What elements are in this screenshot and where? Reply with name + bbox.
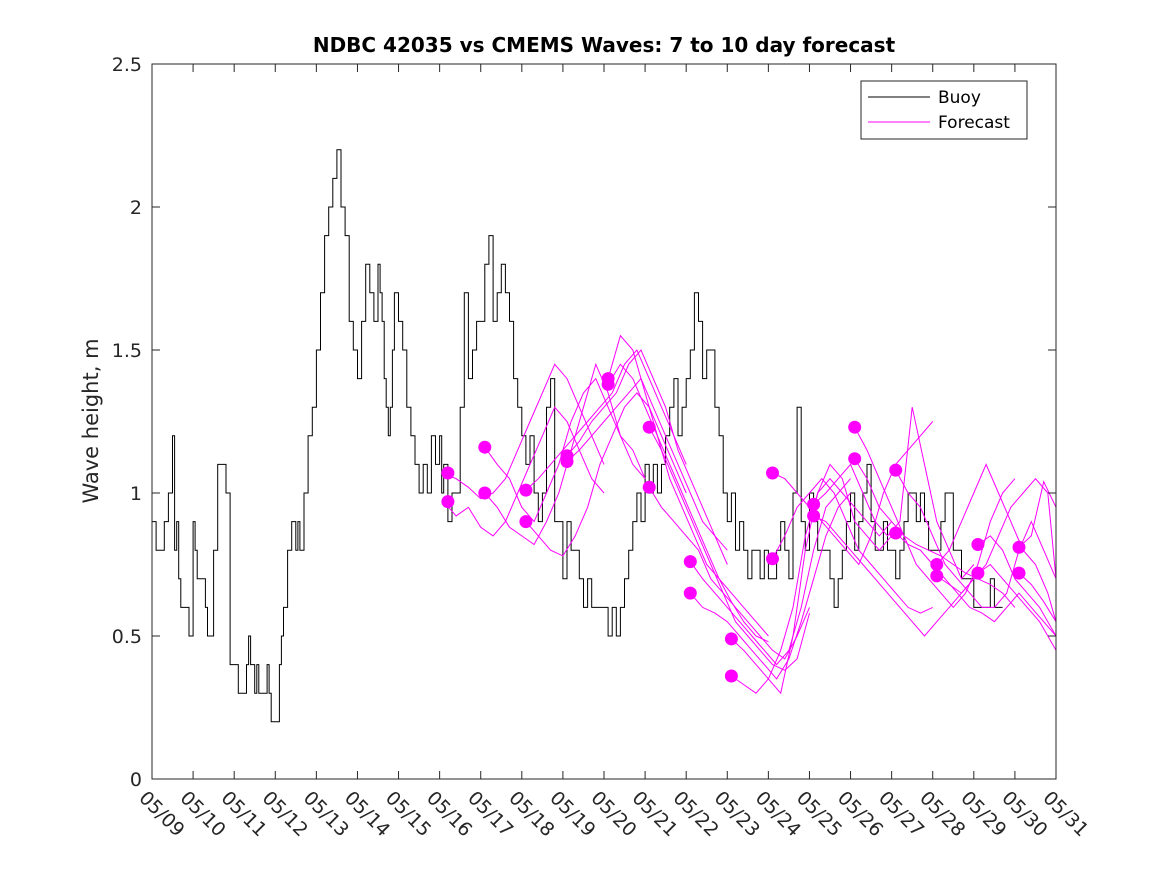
forecast-marker (724, 632, 738, 646)
x-tick-label: 05/29 (956, 787, 1010, 841)
forecast-marker (441, 466, 455, 480)
forecast-marker (971, 566, 985, 580)
y-tick-label: 0.5 (112, 626, 142, 648)
y-tick-label: 2 (130, 197, 142, 219)
forecast-line (443, 363, 605, 500)
forecast-marker (889, 526, 903, 540)
forecast-line (936, 463, 1056, 622)
x-tick-label: 05/24 (751, 787, 805, 841)
forecast-line (854, 426, 1016, 609)
forecast-marker (766, 466, 779, 480)
x-tick-label: 05/25 (792, 787, 846, 841)
x-tick-label: 05/11 (217, 787, 271, 841)
forecast-line (689, 492, 851, 680)
forecast-markers (441, 372, 1026, 683)
x-axis: 05/0905/1005/1105/1205/1305/1405/1505/16… (134, 64, 1093, 841)
x-tick-label: 05/27 (874, 787, 928, 841)
x-tick-label: 05/22 (669, 787, 723, 841)
x-tick-label: 05/21 (628, 787, 682, 841)
x-tick-label: 05/16 (422, 787, 476, 841)
forecast-marker (519, 483, 533, 497)
x-tick-label: 05/09 (134, 787, 188, 841)
x-tick-label: 05/12 (258, 787, 312, 841)
x-tick-label: 05/14 (340, 787, 394, 841)
forecast-line (854, 458, 1016, 608)
x-tick-label: 05/30 (997, 787, 1051, 841)
forecast-marker (807, 497, 821, 511)
forecast-line (484, 377, 646, 523)
y-axis-label: Wave height, m (79, 338, 103, 503)
y-tick-label: 1.5 (112, 340, 142, 362)
forecast-marker (724, 669, 738, 683)
forecast-line (566, 377, 728, 565)
forecast-line (443, 406, 605, 537)
legend: Buoy Forecast (860, 80, 1028, 140)
forecast-marker (971, 538, 985, 551)
x-tick-label: 05/19 (545, 787, 599, 841)
forecast-marker (683, 555, 697, 569)
x-tick-label: 05/13 (299, 787, 353, 841)
y-tick-label: 0 (130, 769, 142, 791)
forecast-line (525, 392, 687, 557)
forecast-marker (807, 509, 821, 523)
x-tick-label: 05/20 (586, 787, 640, 841)
x-tick-label: 05/17 (463, 787, 517, 841)
forecast-line (525, 349, 687, 491)
forecast-marker (1012, 540, 1026, 554)
forecast-marker (1012, 566, 1026, 580)
forecast-line (772, 421, 934, 566)
forecast-line (772, 477, 933, 614)
buoy-series (152, 149, 1003, 723)
forecast-marker (519, 515, 533, 529)
forecast-line (813, 515, 975, 637)
x-tick-label: 05/18 (504, 787, 558, 841)
y-tick-label: 2.5 (112, 54, 142, 76)
forecast-marker (642, 480, 656, 494)
forecast-marker (766, 552, 779, 566)
forecast-line (689, 478, 851, 666)
legend-forecast-label: Forecast (938, 113, 1010, 133)
forecast-marker (848, 420, 862, 434)
x-tick-label: 05/28 (915, 787, 969, 841)
forecast-line (977, 535, 1056, 637)
legend-buoy-label: Buoy (938, 88, 981, 108)
forecast-line (936, 477, 1056, 594)
forecast-line (977, 563, 1056, 651)
forecast-line (895, 469, 1056, 608)
y-axis: 0 0.5 1 1.5 2 2.5 (112, 54, 1056, 791)
forecast-line (1018, 572, 1056, 622)
forecast-marker (601, 377, 615, 391)
forecast-marker (478, 486, 492, 500)
x-tick-label: 05/15 (381, 787, 435, 841)
buoy-line (152, 149, 1003, 723)
forecast-marker (642, 420, 656, 434)
forecast-line (1018, 480, 1056, 548)
legend-box (860, 80, 1028, 140)
x-tick-label: 05/23 (710, 787, 764, 841)
forecast-marker (478, 440, 492, 454)
forecast-marker (930, 569, 944, 583)
forecast-series-group (443, 334, 1056, 695)
forecast-marker (560, 455, 574, 468)
forecast-line (607, 334, 769, 637)
chart-title: NDBC 42035 vs CMEMS Waves: 7 to 10 day f… (313, 33, 896, 57)
y-tick-label: 1 (130, 483, 142, 505)
forecast-marker (889, 463, 903, 477)
forecast-marker (930, 558, 944, 571)
forecast-line (607, 363, 769, 643)
forecast-line (566, 349, 728, 551)
forecast-marker (441, 495, 455, 509)
forecast-marker (848, 452, 862, 466)
forecast-line (895, 532, 1056, 637)
forecast-line (484, 362, 646, 546)
x-tick-label: 05/31 (1038, 787, 1092, 841)
x-tick-label: 05/26 (833, 787, 887, 841)
x-tick-label: 05/10 (176, 787, 230, 841)
forecast-marker (683, 586, 697, 600)
